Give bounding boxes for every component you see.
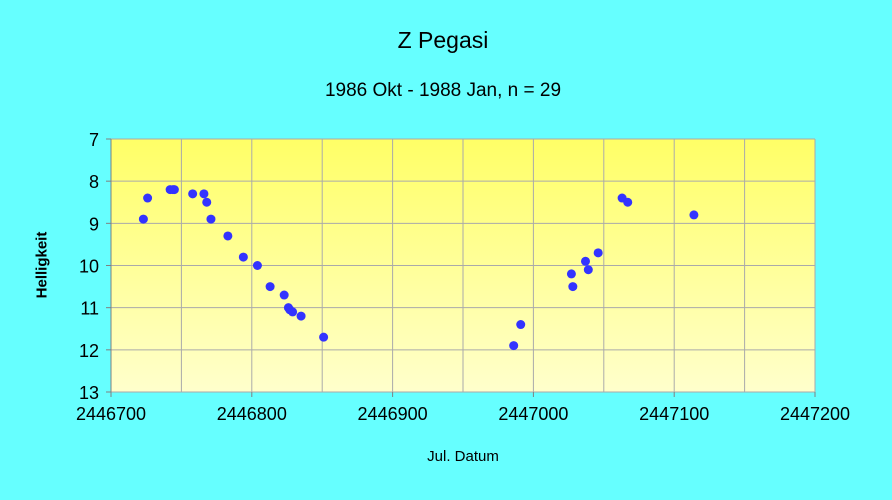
data-point <box>288 307 298 317</box>
data-point <box>265 282 275 292</box>
data-point <box>566 269 576 279</box>
data-point <box>689 210 699 220</box>
data-point <box>223 231 233 241</box>
y-tick-label: 8 <box>89 172 99 192</box>
data-point <box>319 332 329 342</box>
data-point <box>568 282 578 292</box>
data-point <box>238 252 248 262</box>
x-tick-label: 2447100 <box>639 404 709 424</box>
data-point <box>138 214 148 224</box>
data-point <box>580 256 590 266</box>
data-point <box>252 261 262 270</box>
data-point <box>169 185 179 195</box>
y-tick-label: 11 <box>80 299 99 319</box>
y-tick-label: 7 <box>89 130 99 150</box>
chart-subtitle: 1986 Okt - 1988 Jan, n = 29 <box>324 80 562 101</box>
data-point <box>583 265 593 275</box>
x-tick-label: 2447000 <box>498 404 568 424</box>
x-tick-label: 2447200 <box>780 404 850 424</box>
data-point <box>509 341 519 351</box>
x-tick-label: 2446900 <box>358 404 428 424</box>
data-point <box>623 197 633 207</box>
data-point <box>143 193 153 203</box>
y-tick-label: 9 <box>89 214 99 234</box>
data-point <box>199 189 209 199</box>
data-point <box>188 189 198 199</box>
data-point <box>202 197 212 207</box>
x-tick-label: 2446700 <box>76 404 146 424</box>
data-point <box>516 320 526 330</box>
data-point <box>279 290 289 300</box>
x-axis-label: Jul. Datum <box>427 448 499 465</box>
y-tick-label: 13 <box>79 383 99 403</box>
data-point <box>206 214 216 224</box>
x-tick-label: 2446800 <box>217 404 287 424</box>
data-point <box>593 248 603 258</box>
chart-title: Z Pegasi <box>397 27 489 53</box>
y-tick-label: 12 <box>79 341 99 361</box>
y-tick-label: 10 <box>79 257 99 277</box>
data-point <box>296 311 306 321</box>
